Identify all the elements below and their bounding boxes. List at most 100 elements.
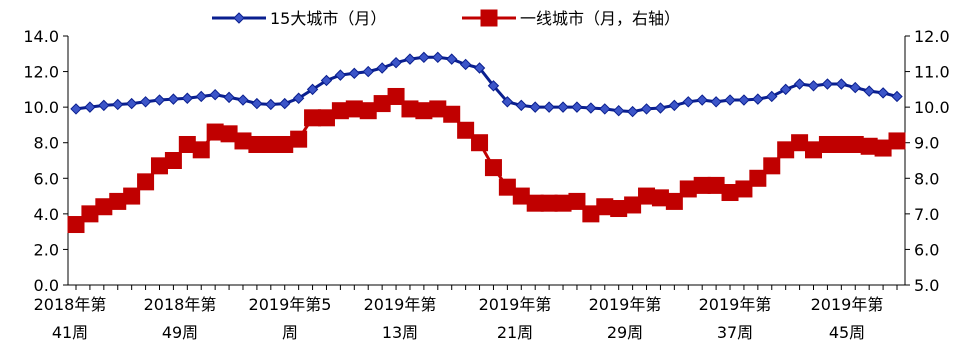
y-right-tick-label: 7.0 [914,205,939,224]
data-point [481,10,497,26]
data-point [165,153,181,169]
y-right-tick-label: 12.0 [914,27,950,46]
y-right-tick-label: 5.0 [914,276,939,295]
x-tick-label-line2: 29周 [607,323,643,342]
data-point [461,59,471,69]
data-point [85,102,95,112]
data-point [472,135,488,151]
data-point [99,100,109,110]
data-point [141,97,151,107]
data-point [234,13,244,23]
data-point [850,83,860,93]
data-point [530,102,540,112]
data-point [558,102,568,112]
x-tick-label-line1: 2019年第 [589,295,662,314]
data-point [767,91,777,101]
x-tick-label-line2: 45周 [829,323,865,342]
y-left-tick-label: 2.0 [34,240,59,259]
y-left-tick-label: 6.0 [34,169,59,188]
data-point [335,70,345,80]
data-point [628,107,638,117]
data-point [572,102,582,112]
y-left-tick-label: 0.0 [34,276,59,295]
x-tick-label-line2: 21周 [497,323,533,342]
data-point [127,99,137,109]
data-point [878,88,888,98]
data-point [419,52,429,62]
data-point [600,104,610,114]
x-tick-label-line1: 2019年第 [699,295,772,314]
y-right-tick-label: 11.0 [914,63,950,82]
data-point [210,90,220,100]
data-point [252,99,262,109]
data-point [266,99,276,109]
data-point [822,79,832,89]
x-tick-label-line1: 2019年第5 [249,295,332,314]
x-tick-label-line2: 13周 [382,323,418,342]
data-point [739,95,749,105]
data-point [586,103,596,113]
data-point [864,86,874,96]
data-point [795,79,805,89]
data-point [697,95,707,105]
data-point [725,95,735,105]
data-point [168,94,178,104]
data-point [182,93,192,103]
data-point [836,79,846,89]
data-point [291,131,307,147]
data-point [377,63,387,73]
x-tick-label-line1: 2018年第 [34,295,107,314]
data-point [193,142,209,158]
y-left-tick-label: 4.0 [34,205,59,224]
series-15-cities [71,52,902,116]
x-tick-label-line2: 49周 [162,323,198,342]
data-point [614,106,624,116]
data-point [711,97,721,107]
data-point [669,100,679,110]
series-line [76,57,897,111]
data-point [683,97,693,107]
data-point [642,104,652,114]
data-point [444,106,460,122]
x-tick-label-line2: 周 [282,323,298,342]
x-tick-label-line2: 41周 [52,323,88,342]
y-left-tick-label: 10.0 [23,98,59,117]
series-tier1-cities [68,88,905,232]
data-point [363,67,373,77]
data-point [655,103,665,113]
y-right-tick-label: 8.0 [914,169,939,188]
data-point [196,91,206,101]
data-point [764,158,780,174]
data-point [889,133,905,149]
x-tick-label-line1: 2019年第 [364,295,437,314]
data-point [113,99,123,109]
data-point [224,92,234,102]
x-tick-label-line1: 2019年第 [479,295,552,314]
data-point [238,95,248,105]
data-point [485,160,501,176]
y-right-tick-label: 10.0 [914,98,950,117]
data-point [349,68,359,78]
x-tick-label-line1: 2018年第 [144,295,217,314]
data-point [753,94,763,104]
legend: 15大城市（月） 一线城市（月，右轴） [212,9,680,28]
data-point [433,52,443,62]
data-point [154,95,164,105]
data-point [391,58,401,68]
x-tick-label-line1: 2019年第 [811,295,884,314]
legend-label-tier1: 一线城市（月，右轴） [520,9,680,28]
legend-label-15-cities: 15大城市（月） [270,9,386,28]
y-left-tick-label: 12.0 [23,63,59,82]
data-point [405,54,415,64]
data-point [138,174,154,190]
axes: 0.0 2.0 4.0 6.0 8.0 10.0 12.0 14.0 5.0 6.0 7.0 8.0 9… [23,27,949,342]
y-right-tick-label: 6.0 [914,240,939,259]
y-left-tick-label: 14.0 [23,27,59,46]
data-point [809,81,819,91]
data-point [71,104,81,114]
y-left-tick-label: 8.0 [34,134,59,153]
x-tick-label-line2: 37周 [717,323,753,342]
y-right-tick-label: 9.0 [914,134,939,153]
